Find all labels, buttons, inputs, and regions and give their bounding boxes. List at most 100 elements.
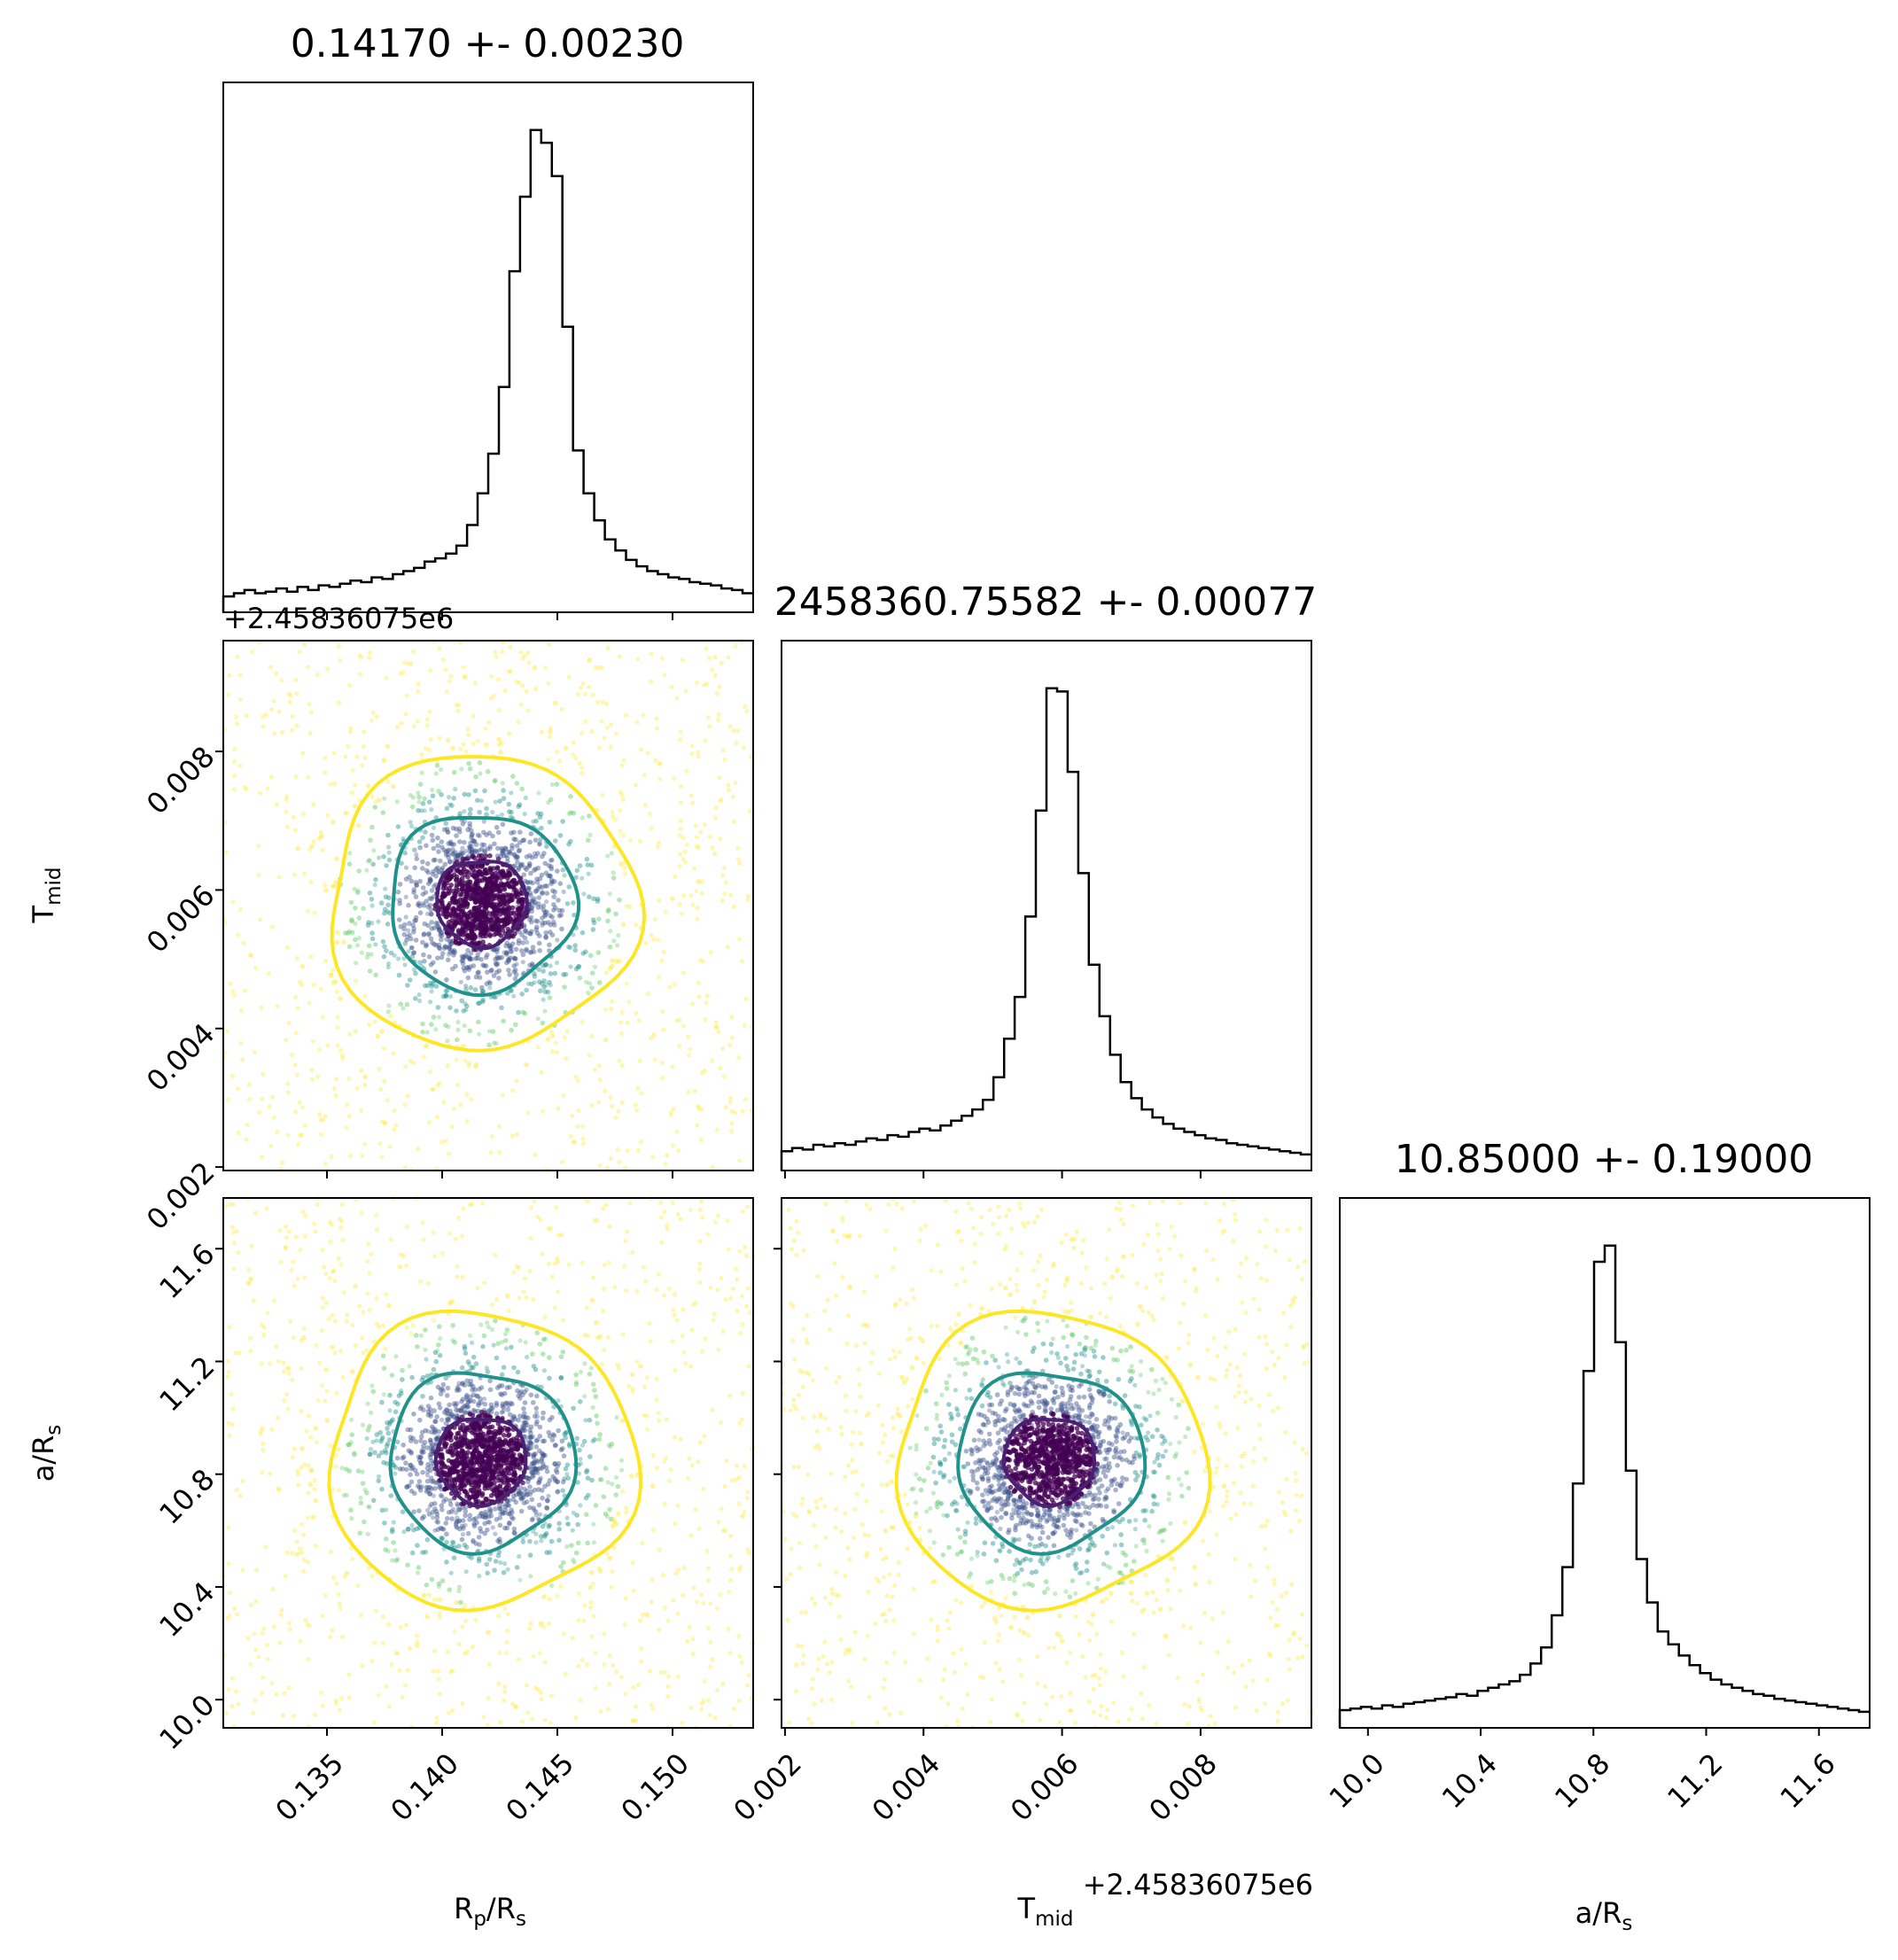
scatter-point: [293, 1234, 299, 1240]
scatter-point: [320, 1305, 325, 1311]
scatter-point: [604, 1513, 610, 1520]
scatter-point: [727, 788, 732, 793]
scatter-point: [452, 923, 457, 929]
scatter-point: [561, 889, 566, 895]
scatter-point: [401, 836, 406, 842]
scatter-point: [489, 871, 494, 876]
scatter-point: [292, 1528, 298, 1533]
scatter-point: [638, 1139, 643, 1145]
scatter-point: [441, 893, 447, 899]
scatter-point: [529, 929, 534, 934]
scatter-point: [523, 878, 528, 884]
scatter-point: [546, 1493, 551, 1498]
scatter-point: [524, 1295, 529, 1300]
scatter-point: [684, 842, 689, 847]
scatter-point: [408, 1427, 414, 1433]
scatter-point: [536, 967, 541, 972]
scatter-point: [249, 1602, 254, 1607]
scatter-point: [381, 953, 387, 960]
scatter-point: [494, 1411, 500, 1417]
scatter-point: [562, 1631, 567, 1637]
scatter-point: [506, 959, 511, 964]
scatter-point: [362, 1487, 368, 1493]
scatter-point: [393, 1471, 398, 1476]
scatter-point: [359, 1210, 364, 1216]
scatter-point: [292, 872, 298, 877]
scatter-point: [588, 1365, 594, 1371]
scatter-point: [712, 851, 718, 857]
scatter-point: [486, 919, 492, 925]
scatter-point: [542, 1717, 548, 1723]
scatter-point: [419, 770, 424, 775]
scatter-point: [512, 863, 517, 868]
scatter-point: [504, 1459, 510, 1466]
scatter-point: [548, 983, 553, 988]
scatter-point: [450, 1338, 455, 1343]
scatter-point: [480, 999, 486, 1005]
scatter-point: [324, 666, 331, 672]
scatter-point: [634, 1010, 639, 1015]
scatter-point: [386, 1303, 392, 1309]
scatter-point: [492, 906, 497, 912]
scatter-point: [298, 1546, 303, 1552]
scatter-point: [540, 963, 546, 968]
scatter-point: [710, 1058, 715, 1063]
scatter-point: [299, 1105, 305, 1110]
scatter-point: [633, 1102, 638, 1108]
scatter-point: [736, 1474, 742, 1480]
scatter-point: [408, 1472, 413, 1477]
scatter-point: [681, 1565, 688, 1571]
scatter-point: [429, 926, 435, 931]
scatter-point: [517, 829, 523, 835]
scatter-point: [540, 1108, 546, 1114]
scatter-point: [369, 1574, 375, 1579]
scatter-point: [431, 858, 437, 863]
scatter-point: [386, 844, 392, 850]
scatter-point: [397, 900, 403, 906]
scatter-point: [463, 1602, 468, 1607]
scatter-point: [499, 1410, 505, 1415]
scatter-point: [410, 1323, 416, 1328]
scatter-point: [590, 1381, 596, 1387]
scatter-point: [453, 787, 458, 792]
scatter-point: [530, 1716, 535, 1722]
scatter-point: [479, 1460, 485, 1466]
scatter-point: [509, 790, 514, 796]
scatter-point: [666, 1286, 672, 1291]
scatter-point: [434, 1514, 440, 1521]
scatter-point: [662, 1501, 667, 1507]
scatter-point: [359, 950, 364, 955]
scatter-point: [577, 760, 582, 766]
scatter-point: [481, 819, 486, 824]
scatter-point: [297, 649, 302, 655]
scatter-point: [493, 1506, 498, 1512]
scatter-point: [473, 956, 478, 961]
scatter-point: [432, 1501, 438, 1506]
scatter-point: [486, 1408, 492, 1413]
scatter-point: [502, 907, 509, 914]
scatter-point: [435, 865, 440, 871]
scatter-point: [231, 1241, 237, 1246]
scatter-point: [497, 1149, 502, 1155]
scatter-point: [659, 958, 665, 963]
scatter-point: [507, 809, 512, 814]
scatter-point: [657, 761, 664, 766]
scatter-point: [380, 1353, 386, 1358]
scatter-point: [359, 655, 364, 660]
scatter-point: [269, 707, 275, 712]
scatter-point: [399, 720, 404, 727]
scatter-point: [506, 956, 511, 962]
scatter-point: [462, 809, 467, 814]
scatter-point: [595, 898, 601, 904]
scatter-point: [424, 1536, 431, 1543]
scatter-point: [420, 835, 425, 841]
scatter-point: [531, 1653, 536, 1659]
scatter-point: [421, 932, 427, 937]
scatter-point: [611, 1662, 616, 1668]
scatter-point: [715, 1287, 720, 1293]
scatter-point: [697, 1239, 703, 1244]
scatter-point: [546, 681, 551, 687]
scatter-point: [466, 792, 471, 797]
scatter-point: [607, 1224, 612, 1229]
scatter-point: [520, 952, 526, 958]
